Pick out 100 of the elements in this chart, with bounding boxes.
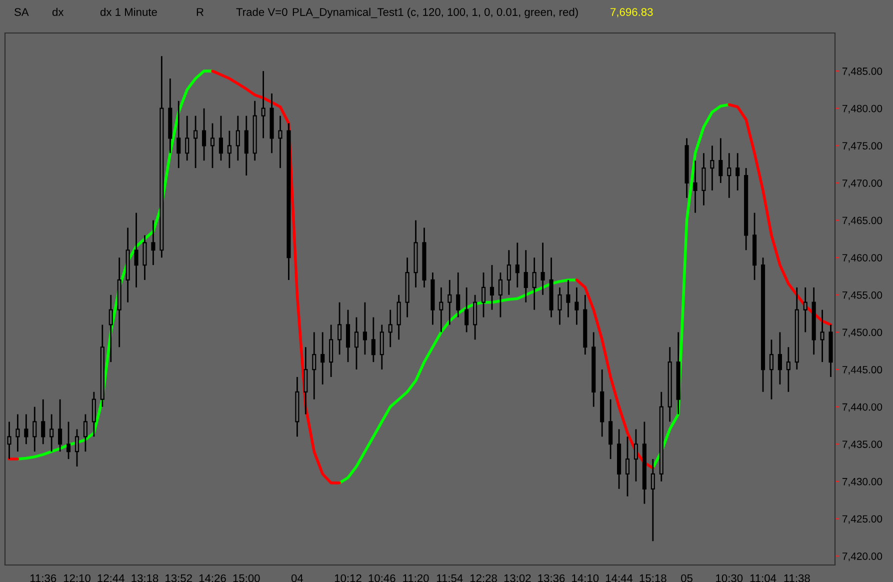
candlestick: [227, 130, 232, 169]
candlestick: [151, 220, 156, 266]
text: dx 1 Minute: [100, 8, 157, 16]
candlestick: [820, 309, 824, 363]
candlestick: [481, 272, 486, 318]
candlestick: [83, 414, 88, 452]
candlestick: [329, 324, 334, 378]
x-tick-label: 13:02: [504, 574, 531, 582]
candlestick: [650, 458, 655, 542]
x-tick-label: 11:04: [750, 574, 776, 582]
x-tick-label: 11:54: [437, 574, 463, 582]
candlestick: [134, 212, 138, 288]
candlestick: [142, 234, 147, 281]
candlestick: [574, 286, 579, 326]
text: R: [196, 8, 204, 16]
candlestick: [338, 302, 342, 356]
candlestick: [362, 302, 367, 356]
candlestick: [540, 242, 545, 296]
candlestick: [108, 294, 113, 363]
candlestick: [218, 115, 224, 162]
candlestick: [41, 398, 46, 445]
candlestick: [532, 256, 536, 311]
candlestick: [448, 279, 452, 326]
candlestick: [24, 414, 28, 445]
candlestick: [58, 398, 62, 452]
candlestick: [346, 309, 350, 363]
candlestick: [244, 115, 248, 176]
candlestick: [50, 414, 54, 452]
candlestick: [7, 421, 12, 460]
candlestick: [210, 122, 215, 169]
y-tick-label: 7,425.00: [842, 515, 882, 524]
text: SA: [14, 8, 29, 16]
x-tick-label: 14:10: [572, 574, 599, 582]
x-tick-label: 11:36: [30, 574, 56, 582]
candlestick: [464, 286, 469, 333]
candlestick: [625, 436, 630, 498]
y-tick-label: 7,470.00: [842, 179, 882, 188]
x-tick-label: 13:36: [538, 574, 565, 582]
text: 7,696.83: [610, 8, 653, 18]
candlestick: [634, 428, 638, 482]
candlestick: [490, 264, 494, 311]
y-tick-label: 7,450.00: [842, 328, 882, 338]
candlestick: [312, 332, 316, 400]
candlestick: [194, 115, 198, 169]
candlestick: [736, 152, 740, 192]
x-tick-label: 14:44: [606, 574, 633, 582]
candlestick: [320, 332, 325, 386]
candlestick: [354, 316, 359, 370]
candlestick: [608, 398, 613, 460]
y-tick-label: 7,440.00: [842, 403, 882, 412]
candlestick: [32, 406, 37, 452]
candlestick: [304, 346, 308, 415]
x-tick-label: 10:30: [716, 574, 743, 582]
candlestick: [506, 249, 511, 296]
chart-title: PLA_Dynamical_Test1 (c, 120, 100, 1, 0, 0.01, green, red): [292, 8, 578, 18]
candlestick: [16, 414, 20, 452]
candlestick: [396, 294, 401, 340]
y-tick-label: 7,480.00: [842, 104, 882, 114]
candlestick: [456, 272, 460, 318]
x-tick-label: 10:46: [368, 574, 396, 582]
candlestick: [236, 115, 240, 162]
candlestick: [371, 316, 376, 363]
candlestick: [515, 242, 520, 288]
candlestick: [380, 324, 384, 370]
y-tick-label: 7,420.00: [842, 552, 882, 562]
candlestick: [727, 152, 732, 199]
x-tick-label: 11:20: [403, 574, 429, 582]
candlestick: [710, 144, 714, 192]
candlestick: [261, 70, 266, 139]
candlestick: [185, 115, 190, 162]
candlestick: [786, 346, 790, 393]
candlestick: [718, 138, 723, 184]
candlestick: [473, 294, 478, 340]
text: Trade V=0: [236, 8, 288, 16]
x-tick-label: 13:52: [166, 574, 192, 582]
candlestick: [202, 108, 206, 162]
candlestick: [388, 309, 392, 348]
candlestick: [176, 100, 181, 169]
candlestick: [74, 428, 80, 468]
text: dx: [52, 8, 64, 16]
candlestick: [803, 286, 808, 333]
candlestick: [566, 279, 570, 318]
y-tick-label: 7,485.00: [842, 68, 882, 76]
candlestick: [278, 115, 282, 169]
candlestick: [92, 391, 96, 438]
x-tick-label: 05: [681, 574, 692, 582]
candlestick: [778, 332, 782, 386]
x-tick-label: 13:18: [132, 574, 158, 582]
y-tick-label: 7,430.00: [842, 478, 882, 487]
candlestick: [524, 249, 528, 304]
x-tick-label: 12:10: [64, 574, 90, 582]
x-tick-label: 10:12: [334, 574, 362, 582]
candlestick: [66, 421, 71, 460]
y-tick-label: 7,455.00: [842, 291, 882, 300]
candlestick: [693, 160, 698, 214]
x-tick-label: 04: [291, 574, 304, 582]
y-tick-label: 7,435.00: [842, 440, 882, 450]
candlestick: [439, 286, 444, 333]
y-tick-label: 7,465.00: [842, 216, 882, 226]
y-tick-label: 7,475.00: [842, 142, 882, 151]
